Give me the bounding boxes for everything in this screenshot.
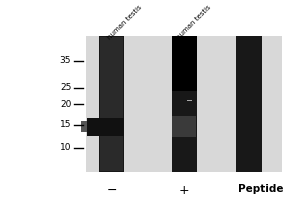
Text: +: +: [179, 184, 190, 197]
Text: human testis: human testis: [176, 4, 212, 41]
Text: human testis: human testis: [106, 4, 142, 41]
Text: 15: 15: [60, 120, 71, 129]
Text: 25: 25: [60, 83, 71, 92]
Bar: [187, 100, 192, 101]
Bar: [172, 36, 197, 91]
Bar: [86, 36, 282, 172]
Bar: [236, 36, 262, 172]
Bar: [87, 118, 124, 136]
Bar: [172, 36, 197, 172]
Text: −: −: [106, 184, 117, 197]
Bar: [99, 36, 124, 172]
Text: 10: 10: [60, 143, 71, 152]
Bar: [172, 116, 196, 137]
Text: Peptide: Peptide: [238, 184, 284, 194]
Text: 35: 35: [60, 56, 71, 65]
Bar: [100, 37, 123, 171]
Text: 20: 20: [60, 100, 71, 109]
Bar: [81, 121, 96, 132]
